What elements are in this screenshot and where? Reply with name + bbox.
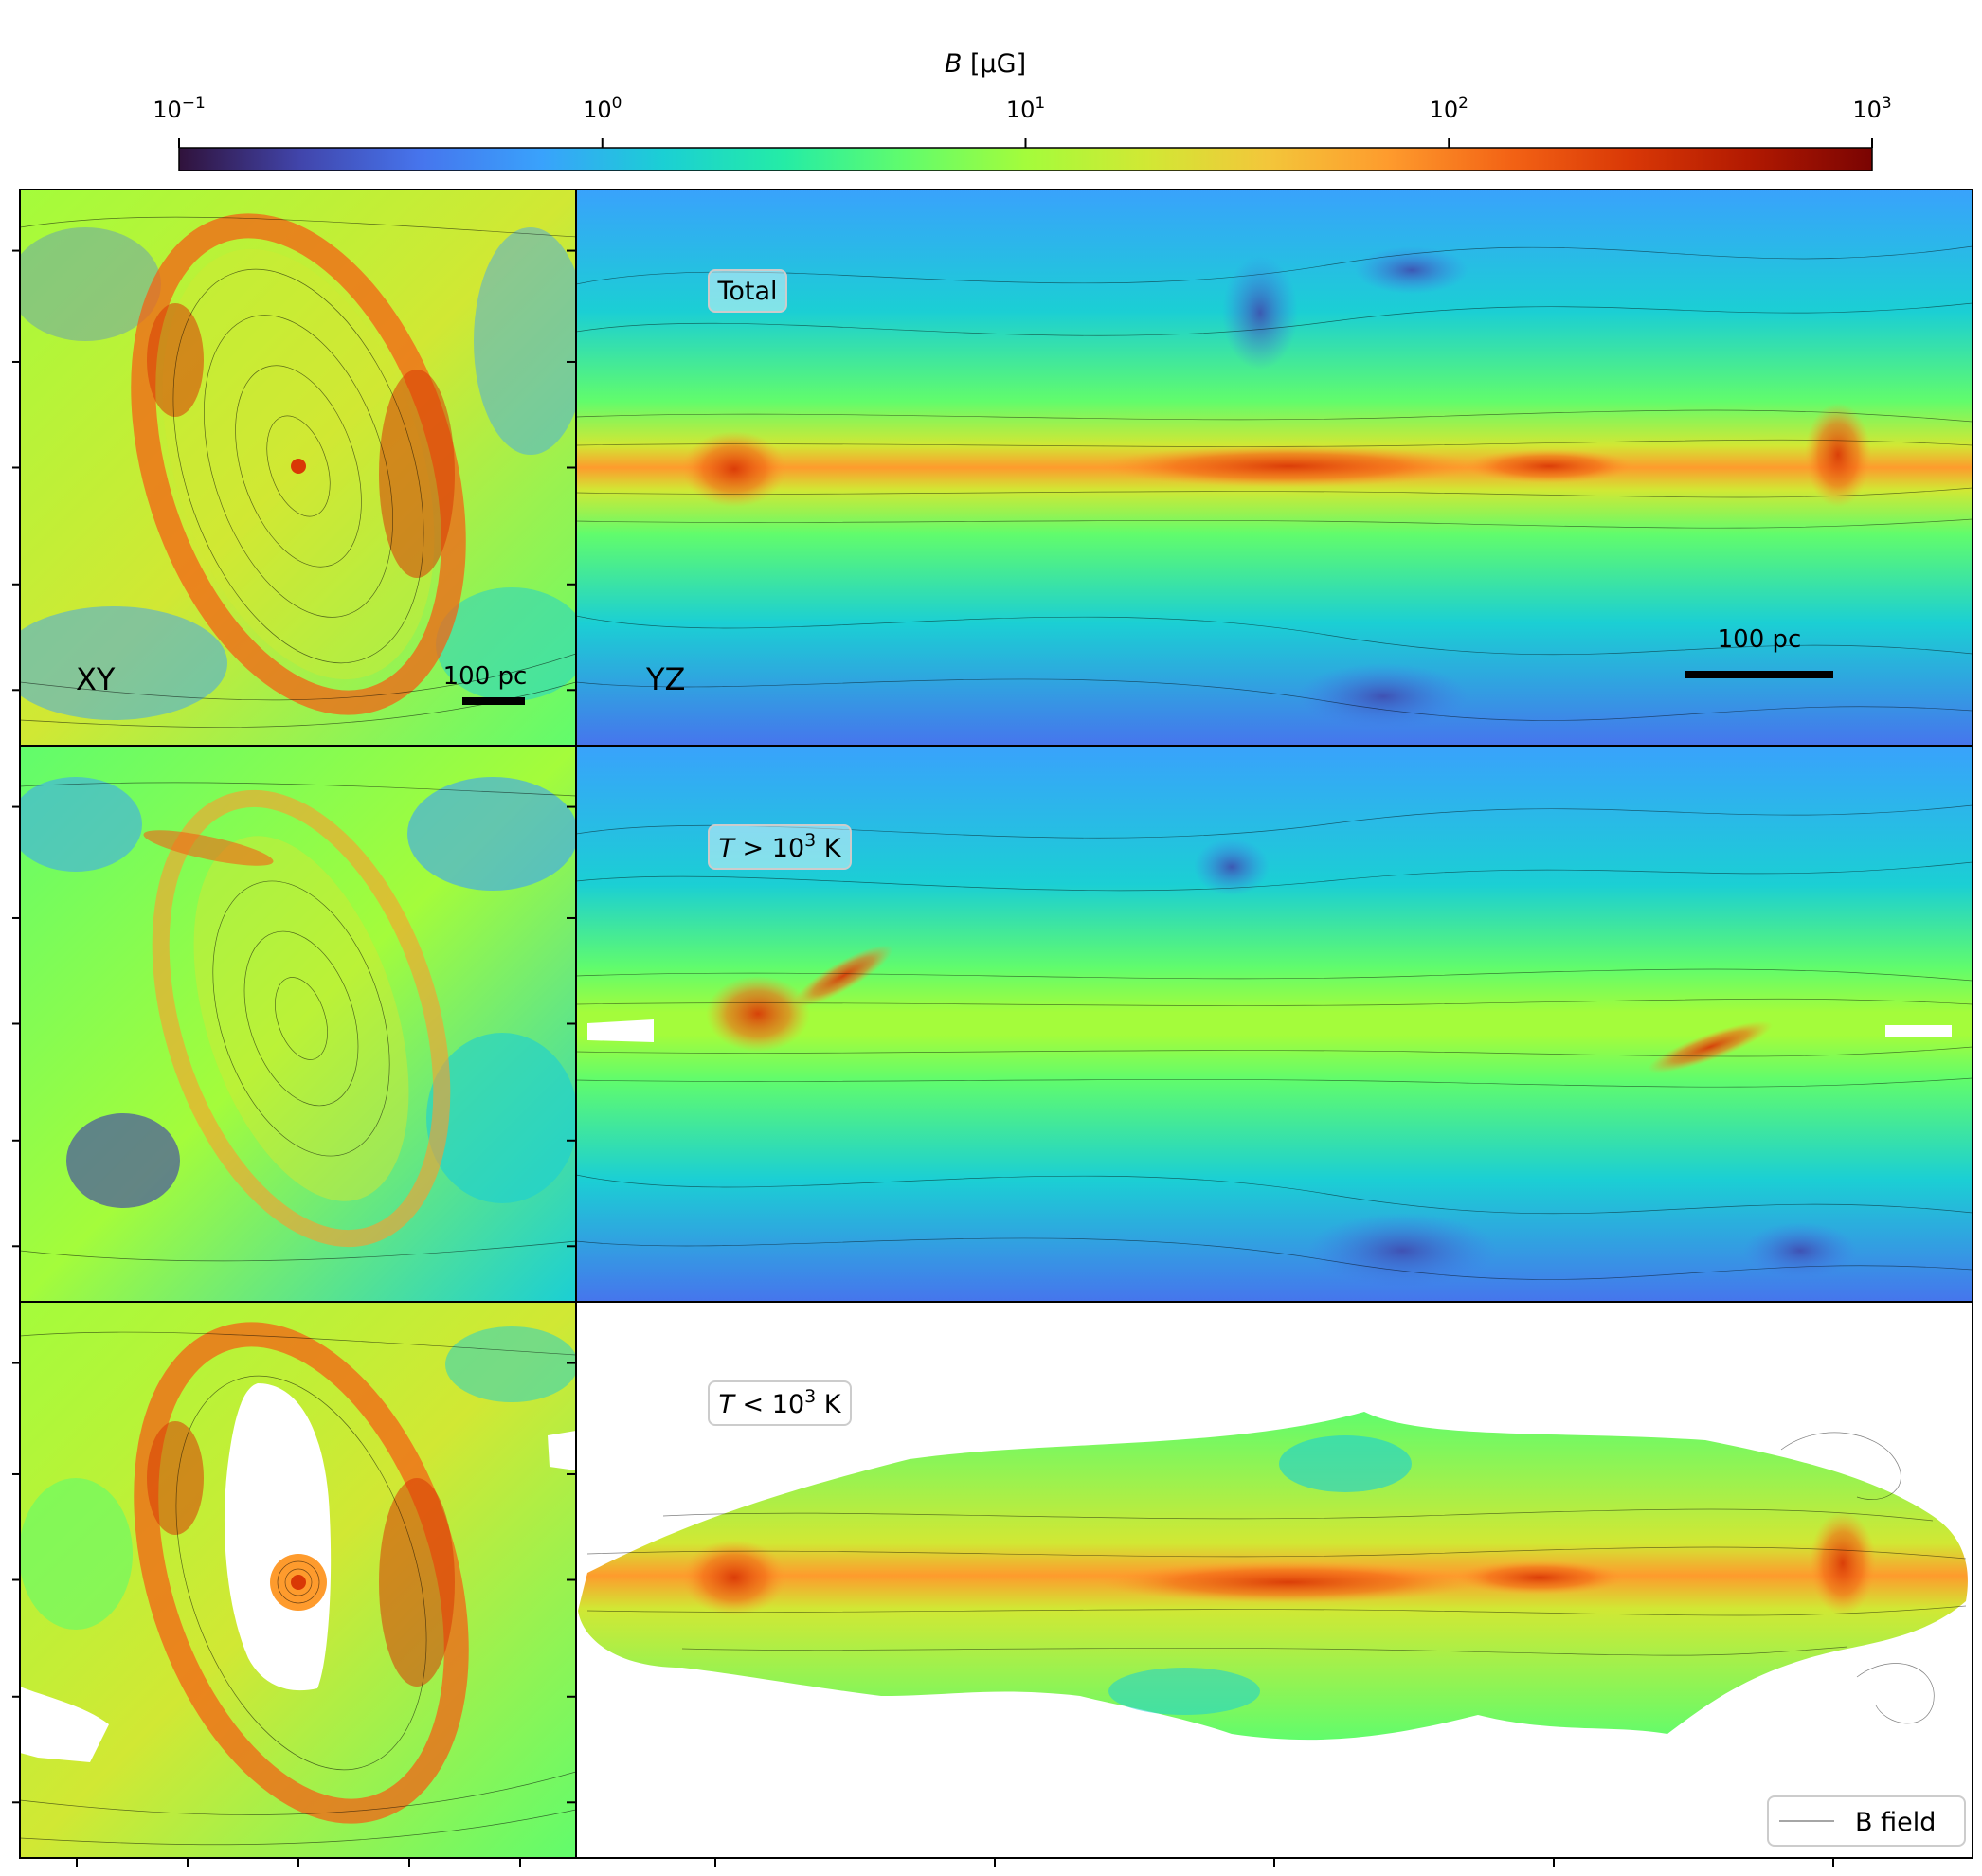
panel-yz-cold: T < 103 K B field	[576, 1302, 1973, 1858]
void-right	[1885, 1025, 1952, 1037]
label-box	[708, 1380, 852, 1426]
label-box	[708, 824, 852, 870]
xy-label: XY	[76, 661, 116, 697]
colorbar-tick-label: 10−1	[153, 94, 206, 123]
panel-xy-cold	[20, 1302, 576, 1858]
void-center	[224, 1383, 332, 1691]
panel-yz-total: Total YZ 100 pc	[576, 189, 1973, 746]
row-label-total: Total	[716, 277, 777, 306]
panel-xy-warm	[20, 746, 576, 1302]
colorbar-gradient	[178, 147, 1873, 171]
scalebar-yz	[1685, 671, 1833, 678]
colorbar-tick-label: 103	[1852, 94, 1891, 123]
legend-entry: B field	[1855, 1808, 1936, 1837]
legend: B field	[1767, 1795, 1966, 1847]
row-label-cold: T < 103 K	[718, 1386, 841, 1419]
colorbar-tick-label: 100	[583, 94, 622, 123]
void-left	[587, 1019, 654, 1042]
field-lines	[20, 782, 576, 1262]
colorbar-tick-label: 102	[1430, 94, 1468, 123]
field-lines	[576, 804, 1973, 1280]
scalebar-xy-label: 100 pc	[443, 662, 528, 691]
field-lines	[576, 245, 1973, 721]
void-right-edge	[548, 1431, 576, 1470]
scalebar-xy	[462, 697, 525, 705]
row-label-warm: T > 103 K	[718, 830, 841, 863]
colorbar-ticks: 10−1 100 101 102 103	[153, 94, 1892, 148]
colorbar-tick-label: 101	[1006, 94, 1045, 123]
field-lines	[20, 1331, 576, 1846]
scalebar-yz-label: 100 pc	[1718, 625, 1802, 654]
axis-ticks	[12, 249, 1834, 1867]
label-box	[708, 269, 787, 313]
panel-xy-total: XY 100 pc	[20, 189, 576, 746]
void-left-edge	[20, 1687, 109, 1762]
colorbar-label: B [μG]	[945, 49, 1026, 79]
field-lines	[586, 1432, 1967, 1724]
colorbar: B [μG] 10−1 100 101 102 103	[153, 49, 1892, 171]
panel-yz-warm: T > 103 K	[576, 746, 1973, 1302]
yz-label: YZ	[645, 661, 685, 697]
